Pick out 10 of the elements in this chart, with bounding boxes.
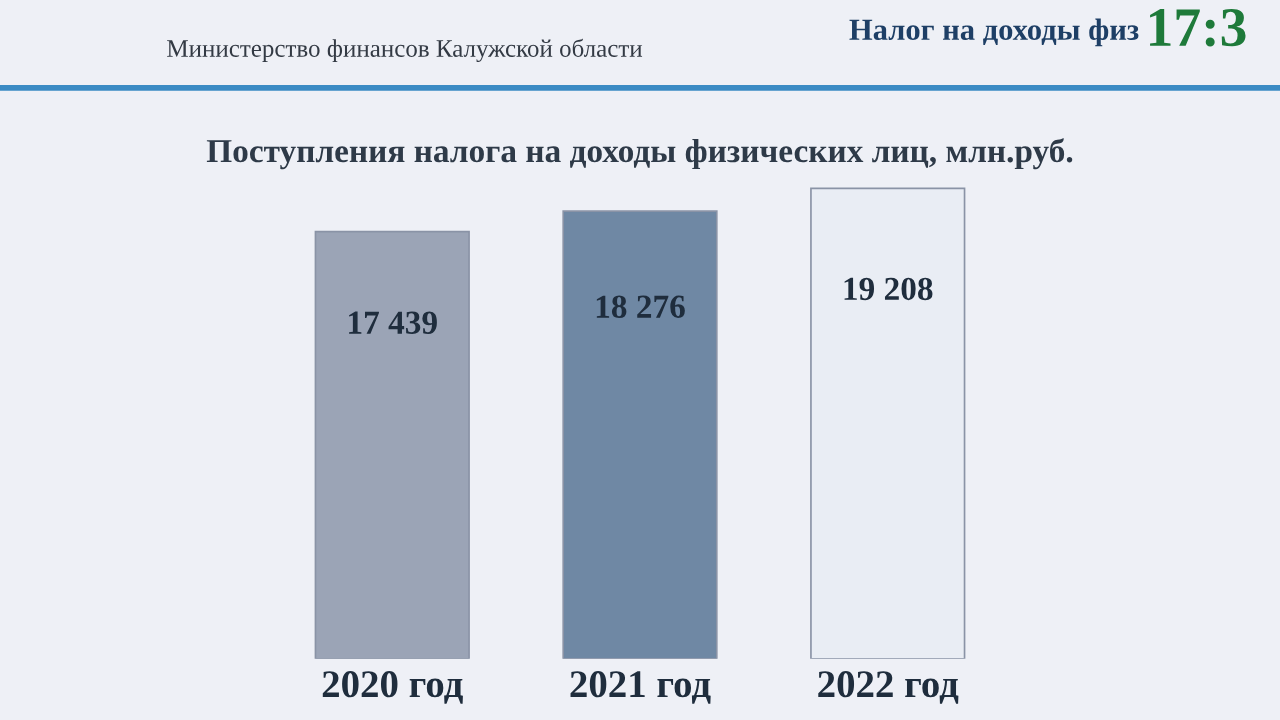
data-label: 17 439 — [349, 311, 437, 334]
data-label: 18 276 — [596, 295, 685, 318]
data-label: 19 208 — [844, 277, 933, 301]
text: Налог на доходы физ — [849, 18, 1139, 47]
text: 17:3 — [1150, 8, 1246, 47]
chart-title: Поступления налога на доходы физических лиц, млн.руб. — [206, 138, 1073, 170]
x-tick-label: 2021 год — [570, 671, 711, 704]
x-tick-label: 2022 год — [818, 671, 959, 704]
text: Министерство финансов Калужской области — [167, 38, 643, 63]
x-tick-label: 2020 год — [322, 671, 463, 704]
